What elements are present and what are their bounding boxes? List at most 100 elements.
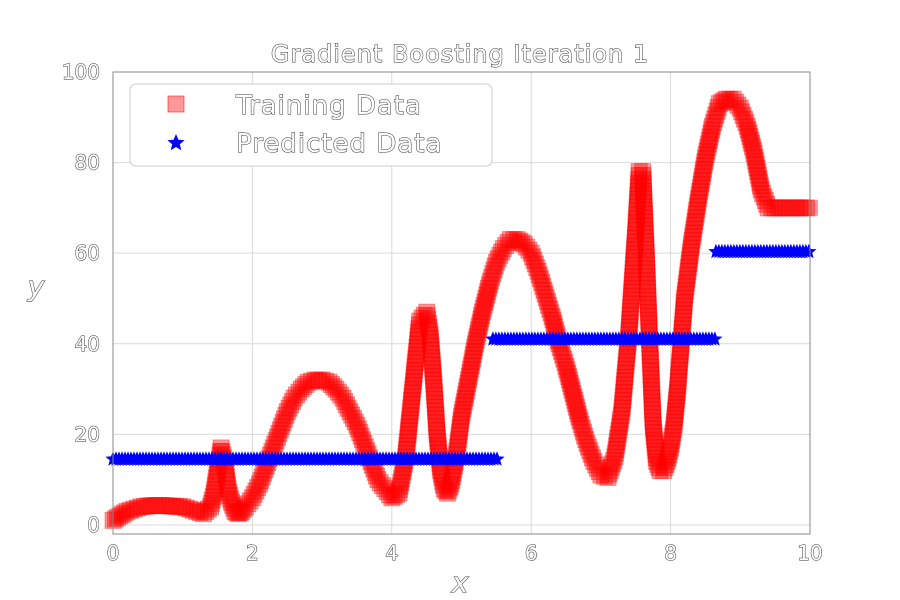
training-data-point	[393, 466, 411, 484]
training-data-point	[486, 257, 504, 275]
predicted-data-point	[489, 451, 505, 466]
training-data-point	[391, 477, 409, 495]
legend-label-predicted: Predicted Data	[236, 129, 442, 159]
training-data-point	[611, 414, 629, 432]
training-data-point	[700, 131, 718, 149]
training-data-point	[191, 504, 209, 521]
training-data-point	[408, 342, 426, 360]
training-data-point	[682, 243, 699, 261]
training-data-point	[224, 496, 242, 514]
training-data-point	[677, 282, 694, 300]
training-data-point	[398, 433, 416, 451]
training-data-point	[484, 265, 502, 283]
training-data-point	[450, 427, 468, 445]
training-data-point	[577, 431, 595, 449]
legend-star-marker-icon	[167, 134, 185, 151]
training-data-point	[601, 462, 619, 480]
x-tick-label: 2	[246, 541, 259, 565]
training-data-point	[618, 349, 636, 367]
training-data-point	[405, 369, 423, 387]
training-data-point	[592, 466, 610, 484]
training-data-point	[573, 419, 591, 437]
training-data-point	[635, 194, 653, 212]
training-data-point	[345, 410, 362, 427]
training-data-point	[600, 465, 618, 483]
y-tick-label: 100	[62, 60, 100, 84]
training-data-point	[612, 410, 630, 428]
training-data-point	[647, 442, 665, 460]
training-data-point	[657, 456, 675, 473]
training-data-point	[624, 264, 642, 282]
training-data-point	[667, 402, 684, 420]
training-data-point	[622, 287, 640, 305]
training-data-point	[450, 431, 467, 448]
training-data-point	[576, 427, 594, 445]
training-data-point	[434, 476, 452, 494]
training-data-point	[623, 276, 641, 293]
training-data-point	[540, 296, 558, 314]
training-data-point	[313, 371, 331, 389]
training-data-point	[393, 470, 411, 488]
training-data-point	[163, 497, 181, 515]
training-data-point	[149, 497, 167, 514]
training-data-point	[195, 505, 213, 523]
training-data-point	[485, 261, 503, 279]
training-data-point	[742, 131, 760, 149]
training-data-point	[271, 421, 289, 439]
training-data-point	[458, 378, 476, 396]
training-data-point	[451, 419, 469, 437]
training-data-point	[427, 402, 445, 420]
training-data-point	[111, 507, 129, 525]
training-data-point	[465, 342, 483, 360]
training-data-point	[483, 268, 501, 286]
training-data-point	[288, 386, 305, 404]
training-data-point	[636, 217, 654, 235]
training-data-point	[273, 417, 291, 435]
training-data-point	[640, 307, 658, 325]
training-data-point	[460, 371, 477, 389]
training-data-point	[750, 170, 768, 188]
training-data-point	[401, 407, 419, 424]
training-data-point	[759, 199, 777, 217]
training-data-point	[656, 459, 674, 477]
training-data-point	[665, 416, 683, 434]
training-data-point	[249, 479, 267, 497]
training-data-point	[643, 397, 661, 415]
training-data-point	[153, 497, 171, 514]
training-data-point	[128, 499, 146, 517]
training-data-point	[528, 259, 546, 277]
training-data-point	[643, 385, 661, 403]
training-data-point	[624, 260, 642, 278]
training-data-point	[585, 453, 603, 470]
training-data-point	[543, 308, 561, 326]
training-data-point	[675, 293, 693, 311]
training-data-point	[290, 383, 308, 401]
training-data-point	[474, 300, 492, 318]
training-data-point	[317, 372, 335, 390]
training-data-point	[622, 299, 640, 317]
training-data-point	[255, 464, 273, 482]
training-data-point	[329, 383, 347, 401]
training-data-point	[453, 407, 470, 425]
training-data-point	[480, 279, 497, 297]
training-data-point	[568, 402, 586, 420]
training-data-point	[429, 436, 447, 454]
training-data-point	[734, 107, 752, 124]
training-data-point	[426, 390, 444, 408]
training-data-point	[252, 472, 270, 490]
training-data-point	[406, 354, 424, 372]
training-data-point	[407, 346, 425, 364]
training-data-point	[409, 327, 427, 345]
training-data-point	[681, 247, 699, 265]
training-data-point	[737, 114, 755, 132]
training-data-point	[681, 251, 698, 269]
training-data-point	[473, 303, 491, 321]
training-data-point	[419, 314, 437, 332]
training-data-point	[381, 486, 398, 504]
training-data-point	[463, 353, 481, 371]
training-data-point	[687, 209, 705, 227]
training-data-point	[167, 497, 185, 515]
training-data-point	[343, 406, 361, 424]
training-data-point	[650, 459, 668, 477]
training-data-point	[676, 286, 694, 304]
